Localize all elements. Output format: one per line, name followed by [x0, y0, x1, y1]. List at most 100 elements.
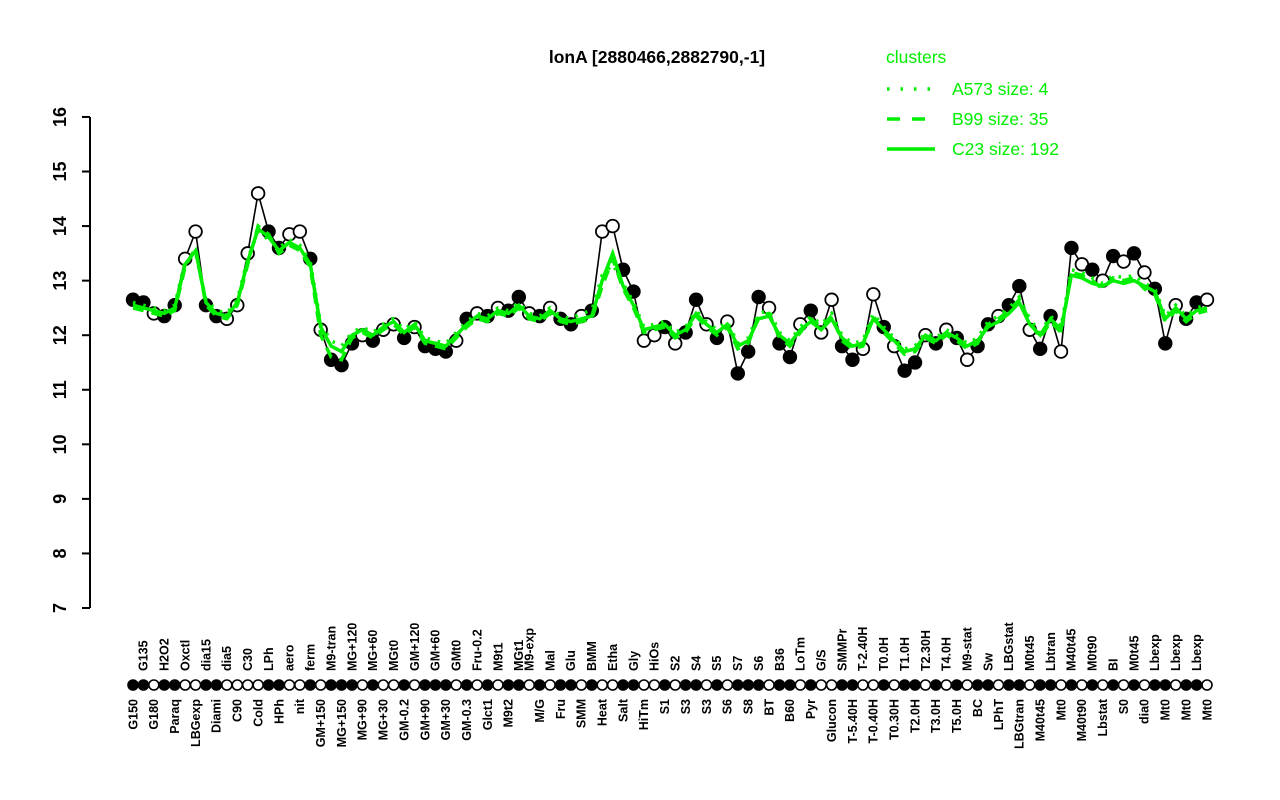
condition-marker — [1159, 679, 1172, 691]
x-axis-label: G/S — [814, 649, 828, 671]
x-axis-label: T-5.40H — [846, 699, 860, 743]
condition-marker — [982, 679, 994, 691]
y-tick-label: 10 — [50, 434, 70, 454]
x-axis-label: GM+150 — [314, 699, 328, 747]
condition-marker — [784, 679, 796, 691]
x-axis-label: Diami — [210, 699, 224, 733]
x-axis-label: GM+60 — [429, 630, 443, 671]
cluster-legend: clusters A573 size: 4 B99 size: 35 C23 s… — [886, 46, 1059, 164]
x-axis-label: Lbtran — [1044, 632, 1058, 671]
x-axis-label: M/G — [533, 699, 547, 723]
condition-marker — [930, 679, 942, 691]
x-axis-label: ferm — [304, 644, 318, 671]
condition-marker — [408, 679, 421, 691]
condition-marker — [294, 679, 306, 691]
condition-marker — [356, 679, 369, 691]
data-point — [897, 363, 912, 378]
x-axis-label: S6 — [721, 699, 735, 714]
condition-marker — [460, 679, 473, 691]
x-axis-label: Mt0 — [1054, 699, 1068, 721]
condition-marker — [992, 679, 1005, 691]
x-axis-label: MG+60 — [366, 630, 380, 671]
x-axis-label: BT — [762, 699, 776, 716]
x-axis-label: T5.0H — [950, 699, 964, 733]
condition-marker — [1128, 679, 1140, 691]
data-point — [1064, 240, 1079, 256]
condition-marker — [585, 679, 598, 691]
condition-marker — [1034, 679, 1046, 691]
x-axis-label: SMMPr — [835, 629, 849, 672]
condition-marker — [1169, 679, 1182, 691]
y-tick-label: 13 — [50, 271, 70, 291]
data-point — [188, 224, 203, 239]
x-axis-label: Heat — [596, 698, 610, 726]
condition-marker — [398, 679, 410, 691]
x-axis-label: T2.30H — [919, 630, 933, 671]
x-axis-label: HiOs — [648, 642, 662, 671]
condition-marker — [575, 679, 588, 691]
legend-item-label: C23 size: 192 — [952, 138, 1060, 159]
condition-marker — [648, 679, 661, 691]
x-axis-label: S8 — [742, 699, 756, 714]
x-axis-label: BI — [1106, 659, 1120, 672]
x-axis-label: S6 — [752, 656, 766, 671]
condition-marker — [1149, 679, 1161, 691]
condition-marker — [471, 679, 483, 691]
x-axis-label: MG+90 — [356, 699, 370, 740]
x-axis-label: S5 — [710, 656, 724, 671]
data-point — [1032, 341, 1048, 357]
x-axis-label: H2O2 — [158, 638, 172, 671]
legend-item-c23: C23 size: 192 — [886, 134, 1059, 164]
x-axis-label: BMM — [585, 641, 599, 671]
condition-marker — [690, 679, 702, 691]
y-tick-label: 11 — [50, 380, 70, 399]
data-point — [1158, 336, 1173, 351]
condition-marker — [971, 679, 984, 691]
x-axis-label: M0t45 — [1127, 636, 1141, 671]
x-axis-label: MG+120 — [345, 623, 359, 671]
legend-item-a573: A573 size: 4 — [886, 74, 1059, 104]
condition-marker — [387, 679, 400, 691]
x-axis-label: GM+30 — [439, 699, 453, 740]
x-axis-label: S0 — [1117, 699, 1131, 714]
x-axis-label: Sw — [981, 653, 995, 671]
legend-item-b99: B99 size: 35 — [886, 104, 1059, 134]
condition-marker — [221, 679, 233, 691]
condition-marker — [137, 679, 150, 691]
x-axis-label: T2.0H — [908, 699, 922, 733]
x-axis-label: Mt0 — [1159, 699, 1173, 721]
x-axis-label: Mal — [543, 650, 557, 671]
x-axis-label: Lbexp — [1190, 634, 1204, 671]
condition-marker — [721, 679, 734, 691]
x-axis-label: Etha — [606, 643, 620, 671]
condition-marker — [961, 679, 973, 691]
condition-marker — [700, 679, 713, 691]
condition-marker — [189, 679, 202, 691]
condition-marker — [523, 679, 536, 691]
x-axis-label: T1.0H — [898, 637, 912, 671]
condition-marker — [429, 679, 442, 691]
x-axis-label: S2 — [669, 656, 683, 671]
x-axis-label: M9t1 — [491, 642, 505, 671]
x-axis-label: M9t2 — [502, 699, 516, 728]
data-point — [751, 289, 766, 305]
x-axis-label: MGt0 — [387, 640, 401, 671]
data-point — [1043, 308, 1058, 324]
condition-marker — [241, 679, 254, 691]
condition-marker — [450, 679, 463, 691]
condition-marker — [711, 679, 723, 691]
condition-marker — [1107, 679, 1119, 691]
data-point — [688, 292, 704, 307]
x-axis-label: Oxctl — [178, 640, 192, 671]
legend-item-label: A573 size: 4 — [952, 78, 1049, 99]
condition-marker — [273, 679, 285, 691]
x-axis-label: Pyr — [804, 699, 818, 719]
x-axis-label: LPhT — [992, 699, 1006, 731]
data-point — [845, 352, 860, 367]
condition-marker — [638, 679, 650, 691]
condition-marker — [346, 679, 358, 691]
x-axis-label: Salt — [616, 698, 630, 722]
x-axis-label: B36 — [773, 648, 787, 671]
data-point — [1199, 292, 1215, 307]
